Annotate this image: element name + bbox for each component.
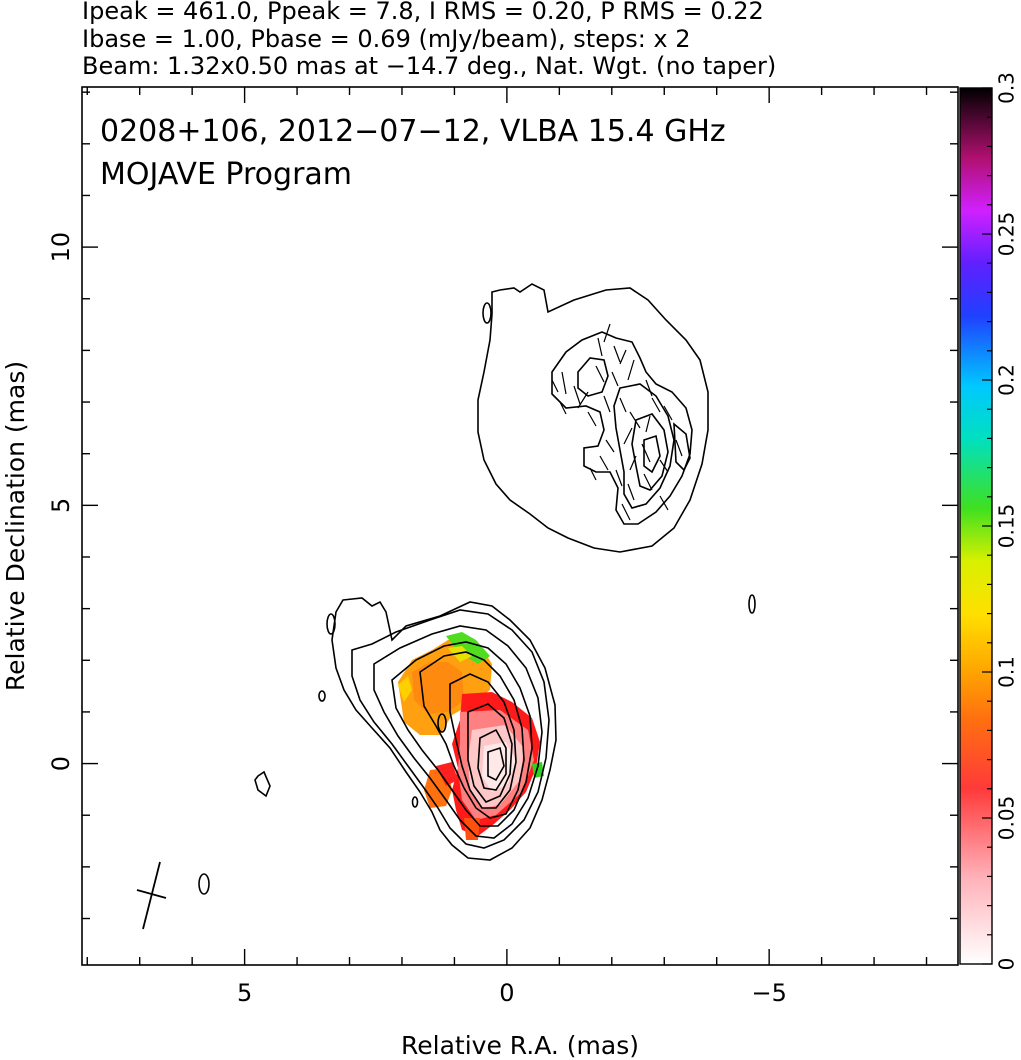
jet-contours [477,283,709,553]
x-tick-label: 5 [237,979,252,1007]
intensity-contours [198,594,756,895]
y-tick-label: 0 [47,756,75,771]
colorbar-tick-label: 0.2 [995,364,1019,396]
axis-tick-labels: 5 0 −5 0 5 10 [47,232,787,1007]
plot-frame [81,86,959,966]
colorbar-tick-labels: 0 0.05 0.1 0.15 0.2 0.25 0.3 [995,72,1019,970]
header-line-3: Beam: 1.32x0.50 mas at −14.7 deg., Nat. … [82,52,776,80]
chart-annotation-line-2: MOJAVE Program [100,157,352,192]
colorbar-tick-label: 0.3 [995,72,1019,104]
colorbar-tick-label: 0.05 [995,796,1019,841]
header-line-2: Ibase = 1.00, Pbase = 0.69 (mJy/beam), s… [82,25,691,53]
chart-annotation-line-1: 0208+106, 2012−07−12, VLBA 15.4 GHz [100,114,726,149]
polarization-vectors [551,323,683,521]
y-axis-label: Relative Declination (mas) [1,361,30,691]
colorbar-tick-label: 0.1 [995,656,1019,688]
beam-symbol [136,861,167,930]
y-tick-label: 10 [47,232,75,263]
colorbar-tick-label: 0.15 [995,504,1019,549]
colorbar-ticks [982,87,992,965]
colorbar-tick-label: 0.25 [995,212,1019,257]
y-tick-label: 5 [47,498,75,513]
x-tick-label: −5 [751,979,786,1007]
x-axis-label: Relative R.A. (mas) [401,1031,639,1060]
x-tick-label: 0 [499,979,514,1007]
axis-ticks [82,87,958,965]
header-line-1: Ipeak = 461.0, Ppeak = 7.8, I RMS = 0.20… [82,0,764,25]
colorbar-tick-label: 0 [995,958,1019,971]
